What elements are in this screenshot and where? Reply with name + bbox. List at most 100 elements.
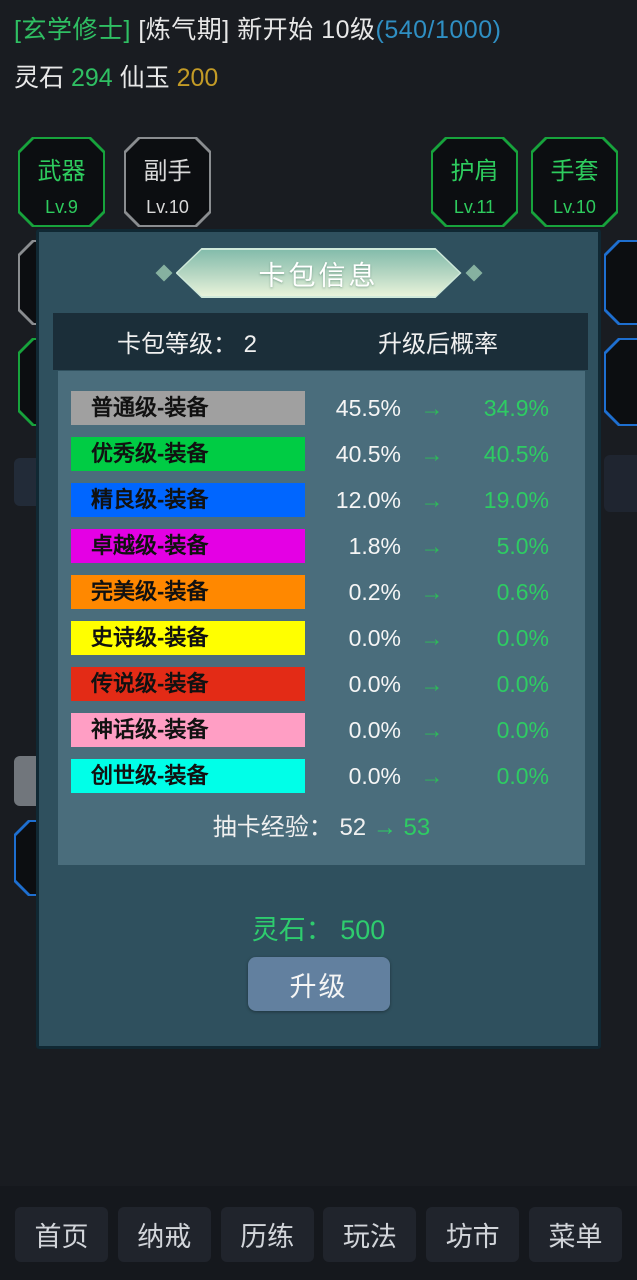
arrow-icon: → (420, 532, 444, 559)
arrow-icon: → (420, 670, 444, 697)
occluded-slot-right-2-face (606, 340, 637, 424)
equip-gloves-name: 手套 (550, 157, 599, 185)
nav-training-button[interactable]: 历练 (220, 1207, 314, 1262)
spirit-stone-value: 294 (70, 64, 113, 92)
upgraded-rate: 0.0% (496, 624, 549, 651)
arrow-icon: → (420, 716, 444, 743)
draw-exp-label: 抽卡经验： (212, 814, 340, 841)
current-rate: 0.0% (348, 670, 401, 697)
equip-shoulder-level: Lv.11 (453, 197, 496, 217)
player-realm: [炼气期] (138, 16, 230, 44)
upgrade-cost-label: 灵石： (251, 915, 341, 945)
rarity-label: 史诗级-装备 (71, 621, 305, 655)
equip-slot-shoulder[interactable]: 护肩 Lv.11 (431, 137, 518, 227)
modal-title: 卡包信息 (258, 260, 379, 291)
rarity-label: 优秀级-装备 (71, 437, 305, 471)
player-exp: (540/1000) (375, 16, 502, 44)
occluded-slot-right-1 (604, 240, 637, 325)
rate-row: 普通级-装备 45.5% → 34.9% (71, 391, 585, 425)
rarity-label: 创世级-装备 (71, 759, 305, 793)
current-rate: 40.5% (335, 440, 401, 467)
rarity-label: 神话级-装备 (71, 713, 305, 747)
equip-shoulder-name: 护肩 (450, 157, 499, 185)
current-rate: 12.0% (335, 486, 401, 513)
nav-home-button[interactable]: 首页 (15, 1207, 108, 1262)
jade-value: 200 (176, 64, 219, 92)
equip-weapon-level: Lv.9 (45, 197, 78, 217)
upgrade-cost-line: 灵石： 500 (39, 908, 598, 947)
draw-exp-line: 抽卡经验： 52 → 53 (58, 807, 585, 842)
occluded-button-right-1 (604, 455, 637, 512)
upgraded-rate: 5.0% (496, 532, 549, 559)
current-rate: 0.2% (348, 578, 401, 605)
rate-row: 创世级-装备 0.0% → 0.0% (71, 759, 585, 793)
equip-offhand-name: 副手 (143, 157, 192, 185)
jade-label: 仙玉 (119, 64, 170, 92)
equip-slot-weapon-face: 武器 Lv.9 (20, 139, 103, 225)
arrow-icon: → (420, 578, 444, 605)
equip-slot-shoulder-face: 护肩 Lv.11 (433, 139, 516, 225)
rarity-rate-panel: 普通级-装备 45.5% → 34.9% 优秀级-装备 40.5% → 40.5… (58, 371, 585, 865)
nav-ring-button[interactable]: 纳戒 (117, 1207, 211, 1262)
occluded-slot-right-2 (604, 338, 637, 426)
rate-row: 史诗级-装备 0.0% → 0.0% (71, 621, 585, 655)
current-rate: 0.0% (348, 762, 401, 789)
equip-slot-weapon[interactable]: 武器 Lv.9 (18, 137, 105, 227)
arrow-icon: → (420, 762, 444, 789)
rarity-label: 普通级-装备 (71, 391, 305, 425)
equip-weapon-name: 武器 (37, 157, 86, 185)
equip-slot-gloves-face: 手套 Lv.10 (533, 139, 616, 225)
player-level: 10级 (321, 16, 376, 44)
upgraded-rate: 19.0% (483, 486, 549, 513)
arrow-icon: → (420, 440, 444, 467)
rate-row: 完美级-装备 0.2% → 0.6% (71, 575, 585, 609)
modal-header-bar: 卡包等级： 2 升级后概率 (53, 313, 588, 370)
equip-slot-gloves[interactable]: 手套 Lv.10 (531, 137, 618, 227)
currency-line: 灵石 294 仙玉 200 (14, 58, 218, 94)
modal-title-banner: 卡包信息 (155, 248, 482, 298)
banner-face: 卡包信息 (178, 250, 460, 296)
nav-market-button[interactable]: 坊市 (426, 1207, 520, 1262)
arrow-icon: → (372, 814, 397, 841)
current-rate: 0.0% (348, 624, 401, 651)
upgraded-rate: 0.0% (496, 670, 549, 697)
spirit-stone-label: 灵石 (14, 64, 65, 92)
player-name: 新开始 (237, 16, 314, 44)
current-rate: 45.5% (335, 394, 401, 421)
arrow-icon: → (420, 624, 444, 651)
after-upgrade-column-label: 升级后概率 (378, 331, 498, 358)
rarity-label: 传说级-装备 (71, 667, 305, 701)
card-pack-info-modal: 卡包信息 卡包等级： 2 升级后概率 普通级-装备 45.5% → 34.9% … (36, 229, 601, 1049)
rarity-label: 完美级-装备 (71, 575, 305, 609)
player-status-line: [玄学修士] [炼气期] 新开始 10级(540/1000) (14, 10, 501, 46)
current-rate: 1.8% (348, 532, 401, 559)
upgrade-cost-value: 500 (340, 915, 386, 945)
player-title: [玄学修士] (14, 16, 131, 44)
draw-exp-next: 53 (403, 814, 431, 841)
rarity-label: 卓越级-装备 (71, 529, 305, 563)
draw-exp-current: 52 (339, 814, 367, 841)
bottom-nav: 首页 纳戒 历练 玩法 坊市 菜单 (0, 1207, 637, 1262)
upgraded-rate: 40.5% (483, 440, 549, 467)
nav-menu-button[interactable]: 菜单 (528, 1207, 622, 1262)
equip-slot-offhand[interactable]: 副手 Lv.10 (124, 137, 211, 227)
nav-gameplay-button[interactable]: 玩法 (323, 1207, 417, 1262)
upgraded-rate: 0.6% (496, 578, 549, 605)
rate-row: 优秀级-装备 40.5% → 40.5% (71, 437, 585, 471)
rate-row: 精良级-装备 12.0% → 19.0% (71, 483, 585, 517)
occluded-slot-right-1-face (606, 242, 637, 323)
banner-gem-left-icon (155, 264, 172, 282)
rarity-label: 精良级-装备 (71, 483, 305, 517)
pack-level-label: 卡包等级： 2 (117, 331, 258, 358)
current-rate: 0.0% (348, 716, 401, 743)
upgrade-button[interactable]: 升级 (247, 957, 390, 1011)
rate-row: 卓越级-装备 1.8% → 5.0% (71, 529, 585, 563)
rate-row: 传说级-装备 0.0% → 0.0% (71, 667, 585, 701)
equip-slot-offhand-face: 副手 Lv.10 (126, 139, 209, 225)
rate-row: 神话级-装备 0.0% → 0.0% (71, 713, 585, 747)
equip-offhand-level: Lv.10 (146, 197, 189, 217)
equipment-row: 武器 Lv.9 副手 Lv.10 [生命] 18692 [攻击] 4667 护肩… (0, 137, 637, 354)
arrow-icon: → (420, 394, 444, 421)
banner-gem-right-icon (465, 264, 482, 282)
upgraded-rate: 0.0% (496, 762, 549, 789)
